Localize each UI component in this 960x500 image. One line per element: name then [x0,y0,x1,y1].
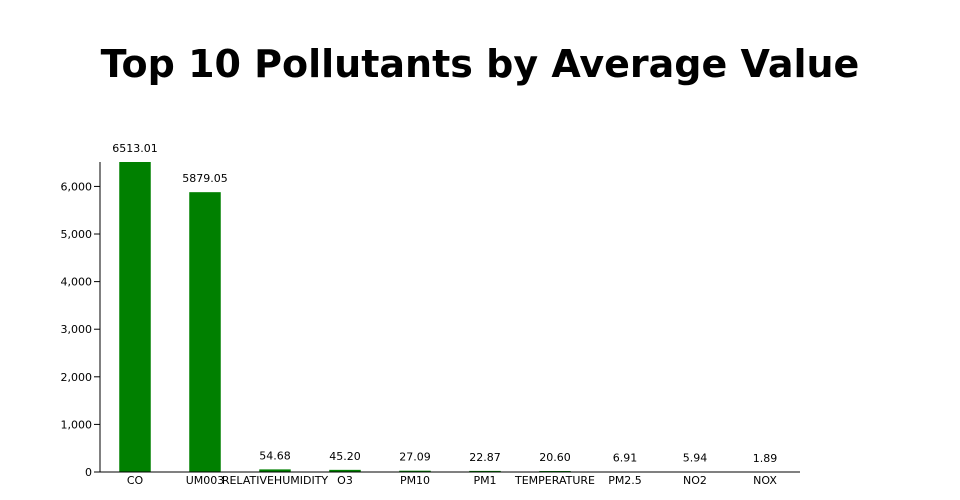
x-tick-label: NOX [753,474,777,487]
y-tick-label: 0 [85,466,92,479]
value-labels: 6513.01 5879.05 54.68 45.20 27.09 22.87 20.60 6… [112,142,777,465]
value-label: 27.09 [399,451,431,464]
value-label: 5.94 [683,452,708,465]
y-tick-label: 1,000 [61,418,93,431]
y-tick-label: 4,000 [61,276,93,289]
bar-um003 [189,192,221,472]
value-label: 54.68 [259,449,291,462]
y-tick-label: 3,000 [61,323,93,336]
bar-pm10 [399,470,431,472]
value-label: 20.60 [539,451,571,464]
bars [119,162,781,472]
value-label: 6513.01 [112,142,158,155]
y-tick-label: 2,000 [61,371,93,384]
value-label: 22.87 [469,451,501,464]
x-tick-label: PM2.5 [608,474,642,487]
value-label: 1.89 [753,452,778,465]
x-tick-label: CO [127,474,144,487]
value-label: 5879.05 [182,172,228,185]
value-label: 45.20 [329,450,361,463]
x-tick-label: PM1 [473,474,496,487]
x-tick-label: RELATIVEHUMIDITY [222,474,329,487]
bar-pm1 [469,470,501,472]
bar-relativehumidity [259,469,291,472]
x-tick-label: PM10 [400,474,430,487]
chart-title: Top 10 Pollutants by Average Value [100,42,860,86]
x-tick-label: UM003 [186,474,225,487]
y-tick-label: 6,000 [61,180,93,193]
y-axis: 0 1,000 2,000 3,000 4,000 5,000 6,000 [61,162,101,479]
y-tick-label: 5,000 [61,228,93,241]
x-tick-label: NO2 [683,474,707,487]
value-label: 6.91 [613,452,638,465]
bar-co [119,162,151,472]
x-tick-label: O3 [337,474,353,487]
bar-o3 [329,469,361,472]
x-tick-label: TEMPERATURE [514,474,595,487]
